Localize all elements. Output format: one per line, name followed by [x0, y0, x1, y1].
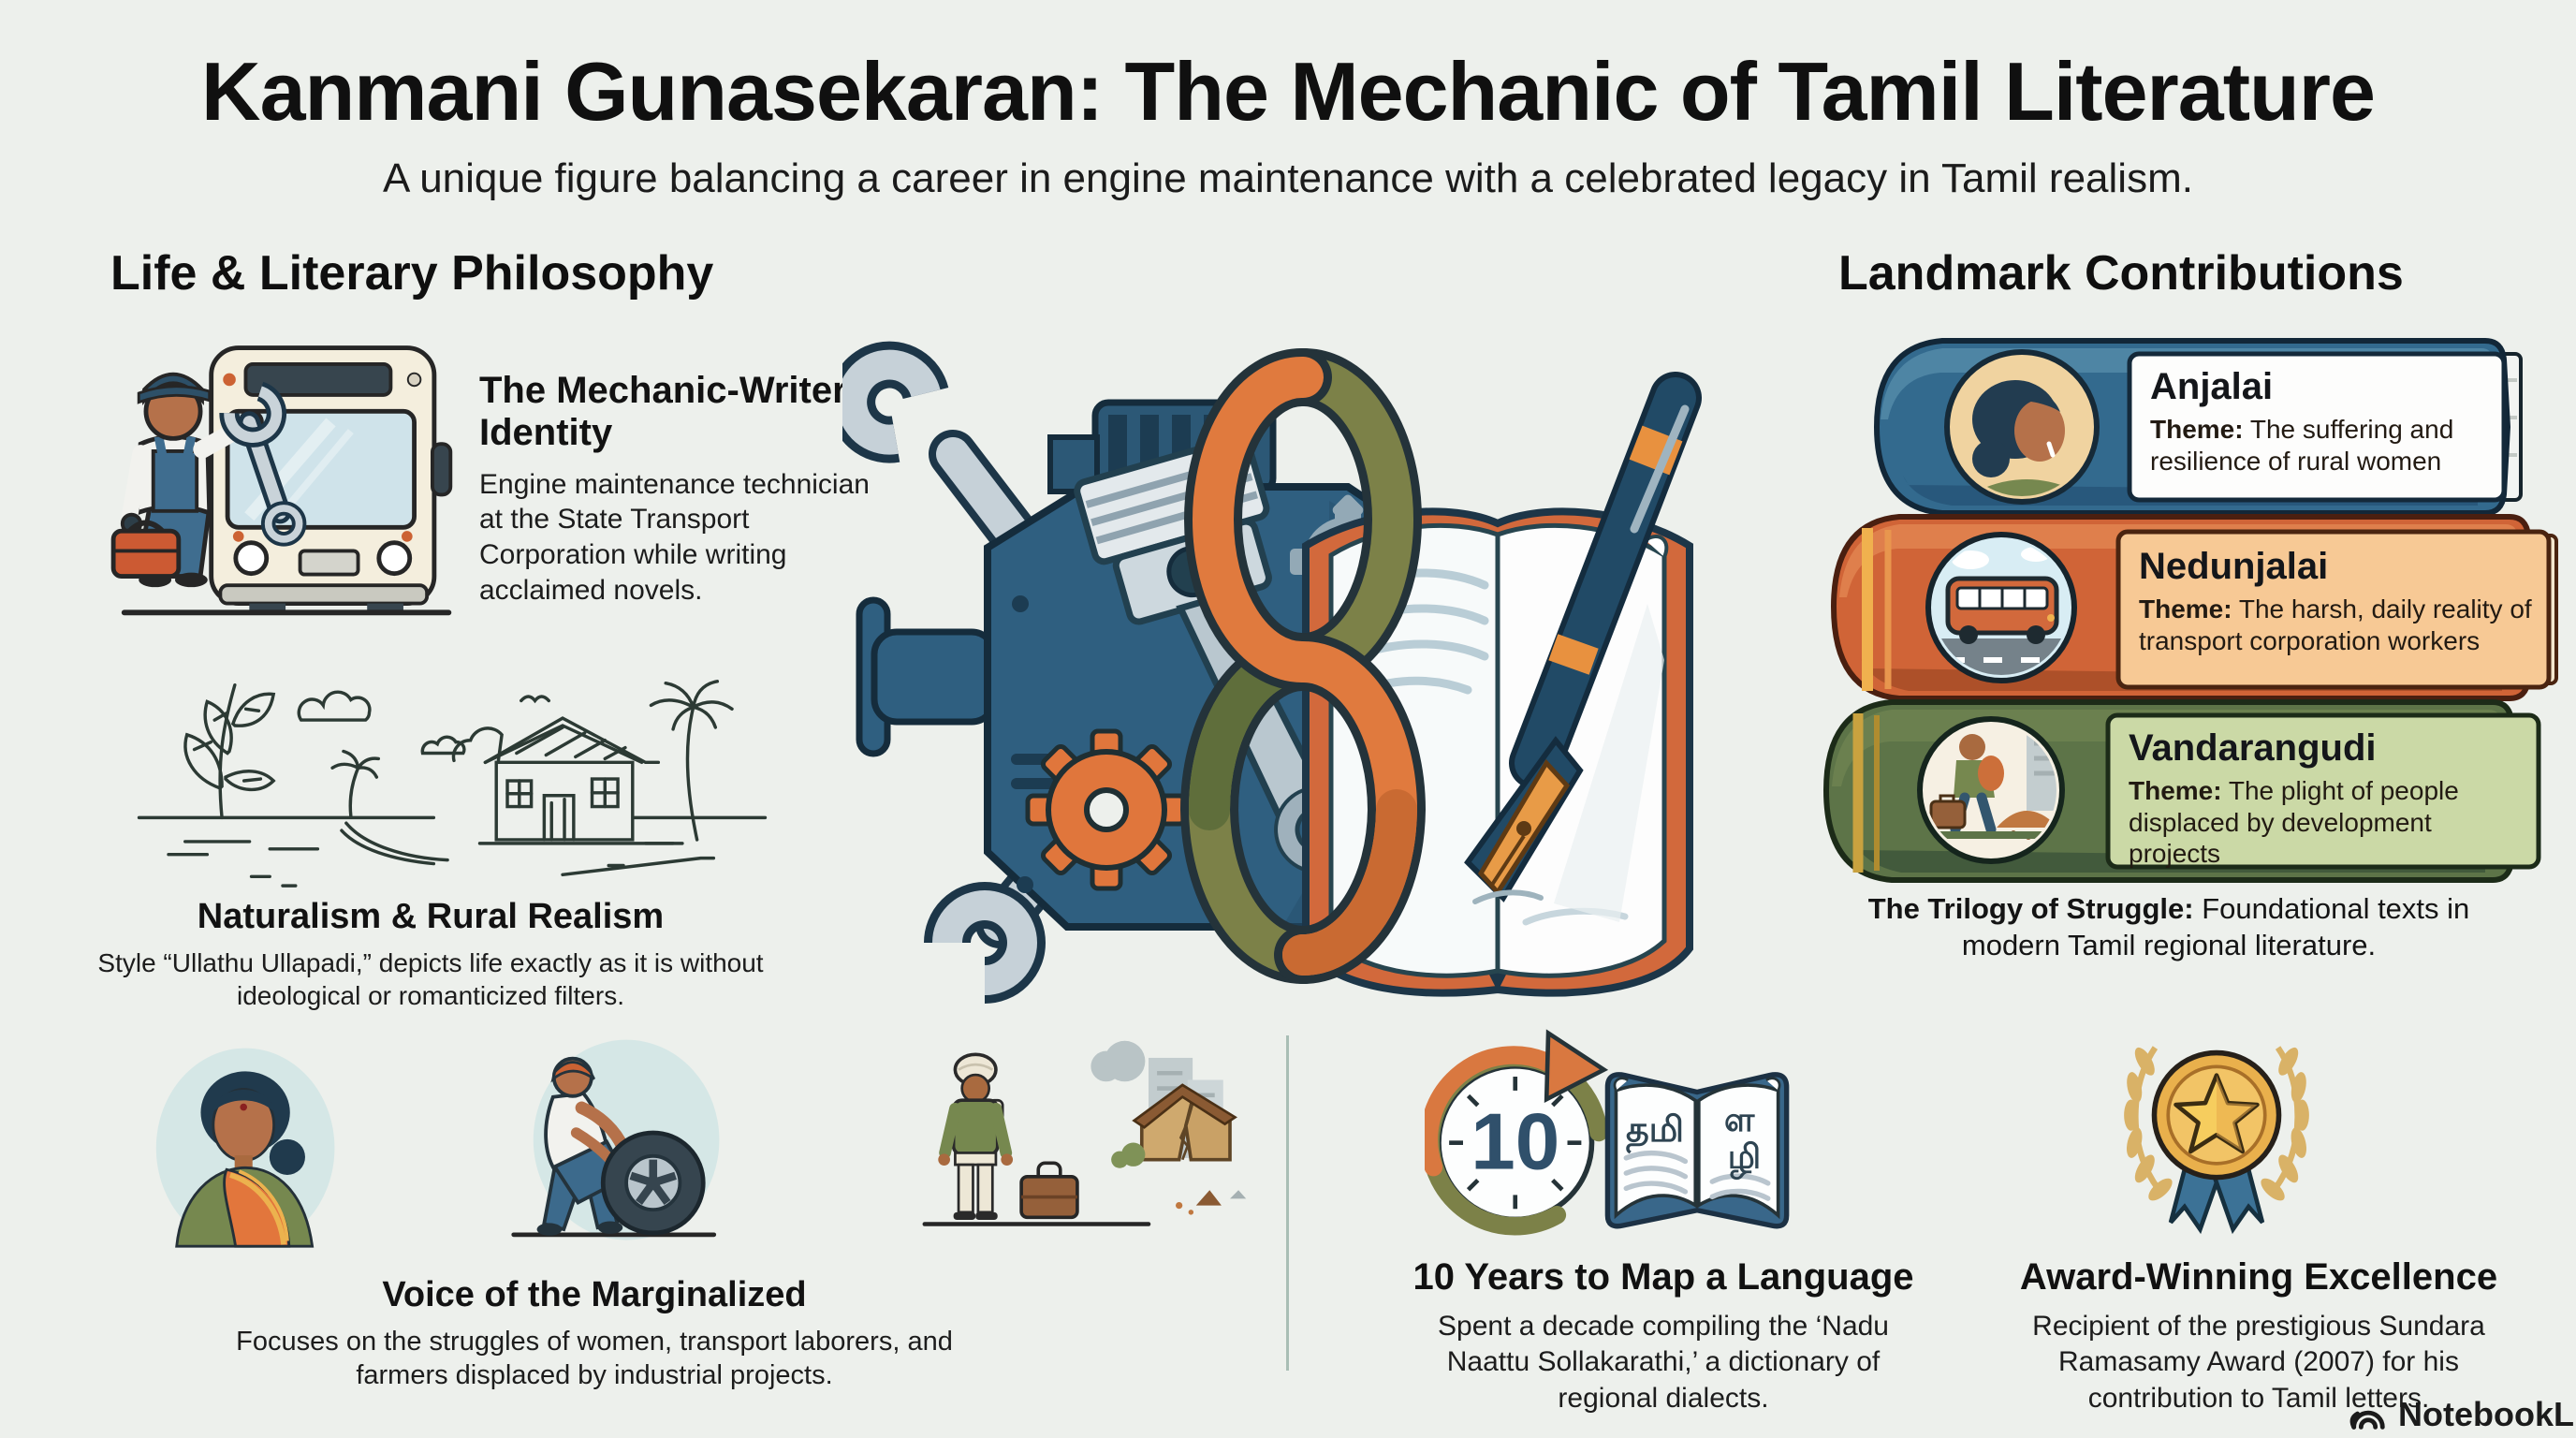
orange-gear-icon — [1025, 728, 1188, 891]
book-anjalai: Anjalai Theme: The suffering and resilie… — [1849, 333, 2532, 521]
notebooklm-label: NotebookLM — [2398, 1395, 2576, 1433]
book-vandarangudi-theme: Theme: The plight of people displaced by… — [2129, 775, 2525, 870]
item-naturalism-body: Style “Ullathu Ullapadi,” depicts life e… — [97, 947, 764, 1010]
theme-text: The suffering and resilience of rural wo… — [2150, 415, 2454, 476]
rural-woman-icon — [155, 1048, 335, 1249]
award-body: Recipient of the prestigious Sundara Ram… — [2032, 1311, 2485, 1414]
farmer — [938, 1052, 1014, 1221]
clock-ticks — [1449, 1077, 1582, 1210]
dictionary-book-illustration: தமி ள ழி — [1594, 1053, 1809, 1252]
book-nedunjalai-title: Nedunjalai — [2139, 546, 2329, 587]
book-nedunjalai-theme: Theme: The harsh, daily reality of trans… — [2139, 594, 2536, 656]
theme-label: Theme: — [2139, 594, 2232, 624]
small-palm — [330, 749, 381, 818]
dictionary-body: Spent a decade compiling the ‘Nadu Naatt… — [1438, 1311, 1889, 1414]
book-anjalai-title: Anjalai — [2150, 366, 2274, 407]
woman-illustration — [152, 1041, 344, 1251]
laurel-right — [2261, 1046, 2309, 1201]
bus — [209, 345, 453, 615]
toolbox — [110, 520, 182, 579]
fountain-pen-icon — [1464, 372, 1702, 904]
laurel-left — [2124, 1046, 2173, 1201]
clock-10-icon: 10 — [1425, 1029, 1609, 1236]
displaced-farmer-icon — [922, 1040, 1247, 1226]
book-nedunjalai-spine — [1830, 514, 2558, 701]
tamil-dictionary-icon: தமி ள ழி — [1604, 1072, 1790, 1229]
theme-label: Theme: — [2129, 776, 2222, 805]
decade-clock-illustration: 10 — [1425, 1028, 1612, 1237]
book-anjalai-label: Anjalai Theme: The suffering and resilie… — [2150, 367, 2489, 477]
award-illustration — [2095, 1025, 2338, 1241]
rural-scene-icon — [137, 680, 768, 888]
medal — [2151, 1049, 2282, 1181]
center-illustration — [842, 323, 1732, 1020]
tamil-letter-right-bottom: ழி — [1728, 1137, 1762, 1181]
infinity-ribbon-icon — [1179, 348, 1427, 984]
tire-worker-illustration — [459, 1033, 758, 1252]
book-nedunjalai-label: Nedunjalai Theme: The harsh, daily reali… — [2139, 547, 2536, 656]
engine-book-infinity-icon — [842, 341, 1702, 1004]
award-heading: Award-Winning Excellence — [2019, 1256, 2498, 1298]
displaced-farmer-illustration — [894, 1039, 1259, 1247]
trilogy-text: Foundational texts in modern Tamil regio… — [1961, 892, 2470, 961]
vertical-divider — [1286, 1035, 1289, 1371]
item-mechanic-writer: The Mechanic-Writer Identity Engine main… — [479, 370, 891, 609]
page-title: Kanmani Gunasekaran: The Mechanic of Tam… — [201, 45, 2376, 138]
tamil-letter-right-top: ள — [1724, 1100, 1755, 1138]
clouds-and-bird — [297, 690, 551, 756]
anjalai-portrait-icon — [1970, 380, 2083, 496]
theme-text: The plight of people displaced by develo… — [2129, 776, 2459, 869]
landscape — [137, 815, 768, 866]
trilogy-label: The Trilogy of Struggle: — [1867, 892, 2194, 925]
tire-worker-icon — [511, 1039, 720, 1240]
award-medal-icon — [2124, 1046, 2309, 1235]
item-naturalism-title: Naturalism & Rural Realism — [197, 897, 665, 936]
house — [451, 716, 675, 845]
mechanic-bus-icon — [110, 345, 453, 616]
notebooklm-brand: NotebookLM — [2348, 1395, 2576, 1434]
theme-text: The harsh, daily reality of transport co… — [2139, 594, 2532, 655]
right-section-heading: Landmark Contributions — [1838, 246, 2404, 301]
notebooklm-icon — [2349, 1410, 2385, 1430]
header: Kanmani Gunasekaran: The Mechanic of Tam… — [0, 45, 2576, 202]
item-marginalized-body: Focuses on the struggles of women, trans… — [236, 1326, 953, 1391]
left-section-heading: Life & Literary Philosophy — [110, 246, 714, 301]
tall-palm — [649, 680, 734, 842]
book-vandarangudi-title: Vandarangudi — [2129, 727, 2377, 769]
wrench-in-hand — [219, 381, 307, 547]
ground-marks — [249, 856, 716, 888]
book-vandarangudi-label: Vandarangudi Theme: The plight of people… — [2129, 728, 2525, 870]
suitcase — [1019, 1161, 1079, 1220]
book-anjalai-spine — [1873, 338, 2523, 516]
plant — [183, 682, 276, 820]
page-subtitle: A unique figure balancing a career in en… — [383, 155, 2193, 202]
book-vandarangudi-spine — [1822, 699, 2541, 883]
rural-sketch-illustration — [129, 668, 775, 894]
dictionary-heading: 10 Years to Map a Language — [1412, 1256, 1914, 1298]
book-nedunjalai: Nedunjalai Theme: The harsh, daily reali… — [1809, 507, 2568, 709]
tamil-letters-left: தமி — [1626, 1110, 1684, 1153]
theme-label: Theme: — [2150, 415, 2244, 444]
item-mechanic-writer-body: Engine maintenance technician at the Sta… — [479, 468, 870, 606]
mechanic — [110, 372, 307, 588]
clock-number: 10 — [1471, 1098, 1559, 1187]
trilogy-note: The Trilogy of Struggle: Foundational te… — [1841, 891, 2496, 964]
item-mechanic-writer-title: The Mechanic-Writer Identity — [479, 370, 847, 453]
item-marginalized: Voice of the Marginalized Focuses on the… — [220, 1275, 969, 1393]
page-lines — [1623, 1150, 1771, 1201]
item-marginalized-title: Voice of the Marginalized — [382, 1275, 807, 1314]
book-anjalai-theme: Theme: The suffering and resilience of r… — [2150, 414, 2489, 477]
book-vandarangudi: Vandarangudi Theme: The plight of people… — [1804, 695, 2553, 887]
mechanic-bus-illustration — [108, 335, 468, 621]
item-naturalism: Naturalism & Rural Realism Style “Ullath… — [94, 897, 768, 1012]
tire — [600, 1130, 706, 1236]
broken-house — [1111, 1083, 1247, 1215]
